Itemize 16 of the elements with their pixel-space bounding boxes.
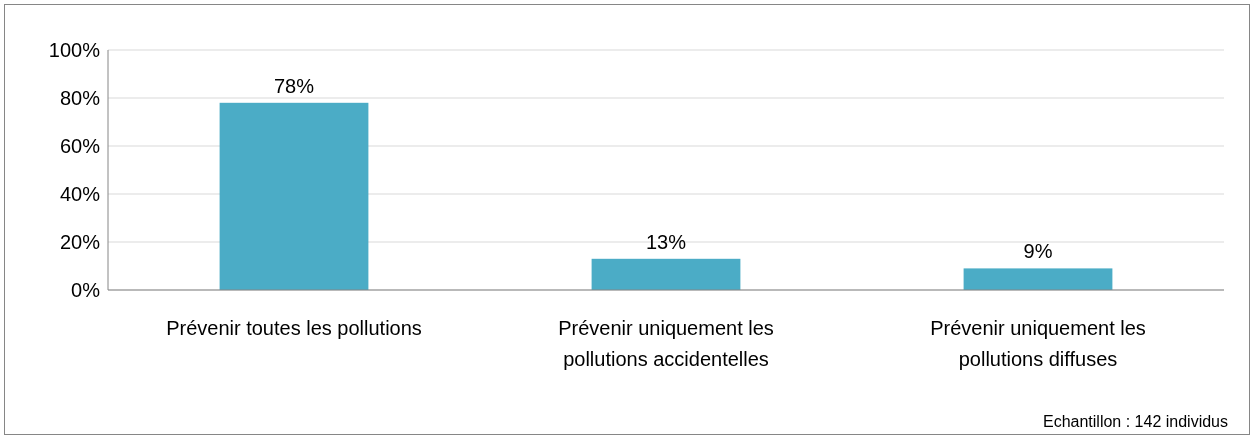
y-tick-label: 40% [59, 183, 101, 205]
y-tick-label: 0% [71, 279, 101, 301]
x-tick-label: Prévenir toutes les pollutions [166, 317, 422, 339]
data-label: 13% [645, 230, 687, 253]
data-label: 78% [273, 74, 315, 97]
bar [219, 102, 369, 290]
bar [963, 268, 1113, 290]
data-label: 9% [1023, 240, 1053, 263]
x-tick-label: Prévenir uniquement les pollutions diffuses [930, 317, 1146, 370]
bar [591, 258, 741, 290]
y-tick-label: 100% [48, 39, 101, 61]
y-tick-label: 60% [59, 135, 101, 157]
x-tick-label: Prévenir uniquement les pollutions accidentelles [558, 317, 774, 370]
y-tick-label: 80% [59, 87, 101, 109]
text: Echantillon : 142 individus [1042, 413, 1228, 430]
y-tick-label: 20% [59, 231, 101, 253]
